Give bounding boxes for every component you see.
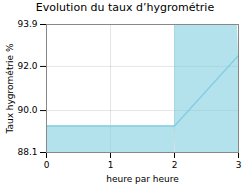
svg-text:2: 2 [172, 160, 178, 170]
svg-text:3: 3 [236, 160, 242, 170]
svg-text:0: 0 [44, 160, 50, 170]
svg-text:Taux hygrométrie %: Taux hygrométrie % [5, 43, 15, 135]
svg-text:heure par heure: heure par heure [106, 174, 179, 184]
svg-text:93.9: 93.9 [17, 19, 37, 29]
html-text:Evolution du taux d’hygrométri: Evolution du taux d’hygrométrie [35, 1, 215, 14]
svg-text:90.0: 90.0 [17, 105, 37, 115]
svg-text:88.1: 88.1 [17, 147, 37, 157]
svg-text:92.0: 92.0 [17, 61, 37, 71]
svg-text:1: 1 [108, 160, 114, 170]
